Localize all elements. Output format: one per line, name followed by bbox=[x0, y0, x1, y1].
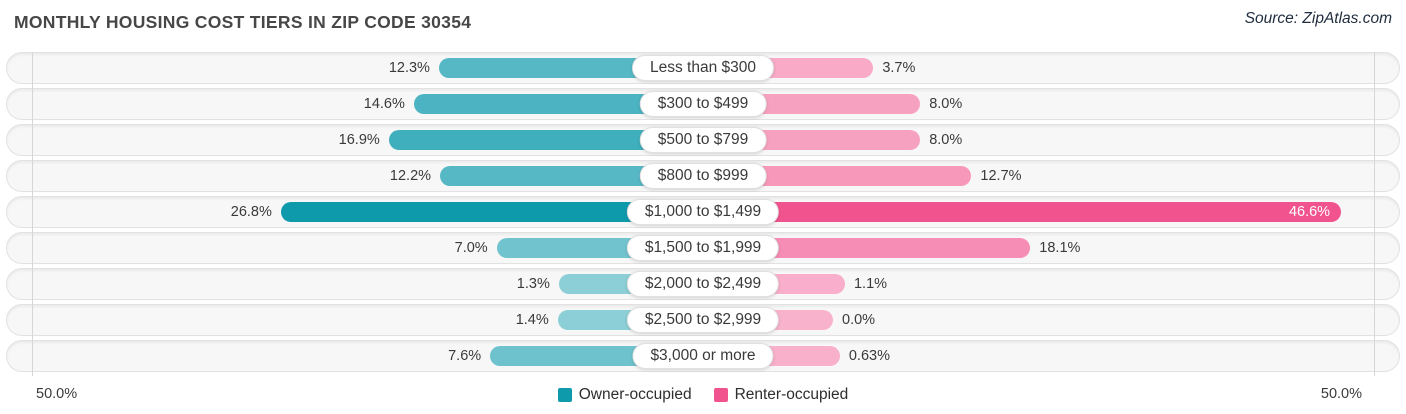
page-title: MONTHLY HOUSING COST TIERS IN ZIP CODE 3… bbox=[14, 12, 472, 32]
owner-value-label: 16.9% bbox=[338, 132, 380, 148]
owner-value-label: 12.3% bbox=[388, 60, 430, 76]
axis-label-left: 50.0% bbox=[36, 386, 78, 402]
category-pill: Less than $300 bbox=[631, 55, 775, 81]
chart-row: 7.0% 18.1% $1,500 to $1,999 bbox=[6, 232, 1400, 264]
chart-row: 12.3% 3.7% Less than $300 bbox=[6, 52, 1400, 84]
chart-row: 26.8% 46.6% $1,000 to $1,499 bbox=[6, 196, 1400, 228]
owner-bar bbox=[280, 202, 703, 222]
renter-value-label: 18.1% bbox=[1039, 240, 1081, 256]
chart-row: 12.2% 12.7% $800 to $999 bbox=[6, 160, 1400, 192]
legend: Owner-occupied Renter-occupied bbox=[0, 386, 1406, 404]
renter-bar bbox=[703, 202, 1341, 222]
owner-value-label: 26.8% bbox=[230, 204, 272, 220]
chart-row: 14.6% 8.0% $300 to $499 bbox=[6, 88, 1400, 120]
category-pill: $300 to $499 bbox=[639, 91, 767, 117]
owner-bar bbox=[388, 130, 703, 150]
chart-rows: 12.3% 3.7% Less than $300 14.6% 8.0% $300 to … bbox=[6, 52, 1400, 376]
renter-value-label: 12.7% bbox=[980, 168, 1022, 184]
owner-value-label: 7.6% bbox=[448, 348, 482, 364]
axis-label-right: 50.0% bbox=[1320, 386, 1362, 402]
legend-renter-label: Renter-occupied bbox=[734, 386, 849, 403]
owner-value-label: 7.0% bbox=[454, 240, 488, 256]
category-pill: $800 to $999 bbox=[639, 163, 767, 189]
renter-value-label: 8.0% bbox=[929, 132, 963, 148]
renter-value-label: 0.0% bbox=[842, 312, 876, 328]
renter-value-label: 3.7% bbox=[882, 60, 916, 76]
renter-value-label: 0.63% bbox=[848, 348, 890, 364]
legend-item-owner: Owner-occupied bbox=[557, 386, 692, 404]
owner-value-label: 14.6% bbox=[363, 96, 405, 112]
category-pill: $500 to $799 bbox=[639, 127, 767, 153]
owner-value-label: 1.4% bbox=[515, 312, 549, 328]
renter-bar bbox=[703, 166, 972, 186]
owner-value-label: 12.2% bbox=[389, 168, 432, 184]
category-pill: $1,000 to $1,499 bbox=[626, 199, 780, 225]
legend-owner-label: Owner-occupied bbox=[578, 386, 692, 403]
chart-row: 1.3% 1.1% $2,000 to $2,499 bbox=[6, 268, 1400, 300]
gridline-right-50pct bbox=[1374, 52, 1375, 376]
renter-value-label: 1.1% bbox=[853, 276, 888, 292]
renter-bar bbox=[703, 238, 1031, 258]
renter-swatch-icon bbox=[713, 388, 728, 402]
category-pill: $2,000 to $2,499 bbox=[626, 271, 780, 297]
category-pill: $1,500 to $1,999 bbox=[626, 235, 780, 261]
owner-bar bbox=[440, 166, 703, 186]
category-pill: $3,000 or more bbox=[632, 343, 774, 369]
chart-row: 16.9% 8.0% $500 to $799 bbox=[6, 124, 1400, 156]
owner-bar bbox=[413, 94, 703, 114]
owner-swatch-icon bbox=[557, 388, 572, 402]
source-credit: Source: ZipAtlas.com bbox=[1244, 10, 1392, 27]
renter-value-label: 8.0% bbox=[929, 96, 963, 112]
chart-row: 7.6% 0.63% $3,000 or more bbox=[6, 340, 1400, 372]
renter-value-label: 46.6% bbox=[1288, 204, 1331, 220]
legend-item-renter: Renter-occupied bbox=[713, 386, 849, 404]
gridline-left-50pct bbox=[32, 52, 33, 376]
chart-row: 1.4% 0.0% $2,500 to $2,999 bbox=[6, 304, 1400, 336]
category-pill: $2,500 to $2,999 bbox=[626, 307, 780, 333]
owner-value-label: 1.3% bbox=[516, 276, 550, 292]
